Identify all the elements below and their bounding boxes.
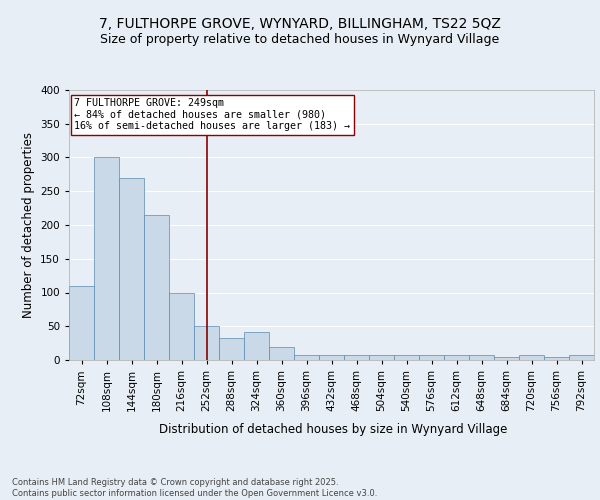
Bar [319,356,344,360]
Bar [519,356,544,360]
Bar [119,178,144,360]
Bar [244,332,269,360]
Bar [394,356,419,360]
Y-axis label: Number of detached properties: Number of detached properties [22,132,35,318]
Bar [219,338,244,360]
Bar [144,215,169,360]
Bar [269,346,294,360]
Bar [419,356,444,360]
Text: Contains HM Land Registry data © Crown copyright and database right 2025.
Contai: Contains HM Land Registry data © Crown c… [12,478,377,498]
Bar [544,356,569,360]
Bar [369,354,394,360]
Bar [494,356,519,360]
Bar [94,158,119,360]
Bar [569,356,594,360]
Text: 7 FULTHORPE GROVE: 249sqm
← 84% of detached houses are smaller (980)
16% of semi: 7 FULTHORPE GROVE: 249sqm ← 84% of detac… [74,98,350,132]
Text: Distribution of detached houses by size in Wynyard Village: Distribution of detached houses by size … [159,422,507,436]
Bar [69,286,94,360]
Text: Size of property relative to detached houses in Wynyard Village: Size of property relative to detached ho… [100,32,500,46]
Bar [194,326,219,360]
Text: 7, FULTHORPE GROVE, WYNYARD, BILLINGHAM, TS22 5QZ: 7, FULTHORPE GROVE, WYNYARD, BILLINGHAM,… [99,18,501,32]
Bar [169,292,194,360]
Bar [294,356,319,360]
Bar [344,356,369,360]
Bar [469,356,494,360]
Bar [444,356,469,360]
